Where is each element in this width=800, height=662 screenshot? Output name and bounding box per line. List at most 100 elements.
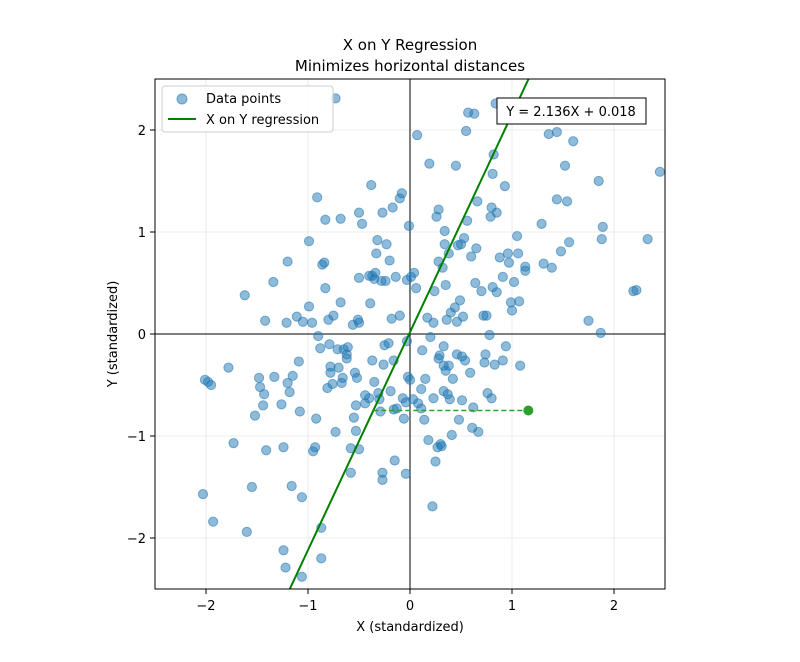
data-point: [383, 338, 394, 349]
data-point: [294, 406, 305, 417]
x-axis-label: X (standardized): [356, 620, 464, 635]
data-point: [404, 374, 416, 385]
data-point: [335, 297, 346, 308]
data-point: [416, 403, 427, 414]
chart-title: X on Y Regression: [343, 36, 477, 54]
data-point: [316, 553, 327, 564]
data-point: [494, 252, 505, 263]
x-tick-label: 0: [406, 599, 414, 614]
data-point: [596, 234, 607, 245]
annotation-text: Y = 2.136X + 0.018: [505, 105, 636, 120]
data-point: [315, 343, 326, 354]
data-point: [447, 373, 458, 384]
data-point: [390, 271, 401, 282]
data-point: [312, 192, 323, 203]
data-point: [559, 160, 571, 171]
data-point: [327, 378, 338, 390]
data-point: [506, 305, 518, 316]
data-point: [500, 341, 511, 352]
data-point: [281, 317, 292, 328]
legend: Data points X on Y regression: [161, 85, 334, 133]
data-point: [403, 220, 415, 231]
data-point: [372, 235, 383, 246]
data-point: [412, 130, 423, 141]
data-point: [536, 218, 547, 229]
data-point: [481, 310, 492, 321]
data-point: [377, 474, 388, 485]
y-tick-label: 1: [138, 226, 146, 241]
data-point: [551, 126, 562, 138]
data-point: [512, 230, 523, 242]
y-axis-label: Y (standardized): [106, 281, 121, 389]
data-point: [268, 276, 279, 288]
data-point: [280, 562, 291, 573]
data-point: [197, 489, 209, 500]
y-ticks: −2 −1 0 1 2: [127, 124, 155, 547]
data-point: [370, 267, 381, 278]
data-point: [472, 196, 483, 207]
data-point: [423, 434, 434, 446]
data-point: [476, 286, 487, 297]
data-point: [457, 311, 469, 322]
data-point: [377, 207, 388, 218]
data-point: [394, 310, 405, 321]
data-point: [333, 362, 344, 373]
data-point: [444, 394, 455, 405]
data-point: [473, 426, 484, 438]
data-point: [296, 492, 307, 503]
data-point: [439, 225, 450, 237]
data-point: [284, 387, 295, 398]
data-point: [458, 233, 470, 244]
data-point: [320, 283, 331, 294]
data-point: [484, 329, 495, 341]
data-point: [206, 379, 217, 391]
legend-label-data-points: Data points: [206, 92, 281, 107]
data-point: [341, 353, 352, 364]
data-point: [253, 372, 265, 383]
data-point: [258, 400, 269, 411]
data-point: [471, 243, 482, 254]
x-ticks: −2 −1 0 1 2: [196, 589, 618, 614]
data-point: [453, 414, 465, 425]
data-point: [424, 158, 435, 169]
data-point: [593, 175, 604, 187]
data-point: [380, 275, 391, 287]
data-point: [378, 359, 389, 370]
data-point: [515, 360, 526, 371]
data-point: [465, 367, 476, 378]
data-point: [398, 413, 409, 424]
data-point: [466, 251, 477, 262]
data-point: [508, 276, 520, 288]
legend-box: [161, 85, 334, 133]
data-point: [353, 317, 365, 328]
data-point: [568, 136, 579, 147]
data-point: [269, 371, 280, 382]
data-point: [469, 108, 480, 119]
data-point: [428, 393, 439, 404]
data-point: [425, 331, 436, 343]
legend-label-regression: X on Y regression: [206, 113, 319, 128]
data-point: [400, 468, 412, 479]
data-point: [287, 370, 298, 381]
data-point: [313, 330, 324, 342]
data-point: [306, 317, 318, 328]
data-point: [564, 237, 575, 248]
data-point: [503, 257, 515, 268]
data-point: [497, 355, 508, 366]
data-point: [208, 516, 219, 527]
data-point: [461, 125, 472, 137]
data-point: [513, 248, 524, 259]
data-point: [320, 214, 331, 225]
data-point: [345, 467, 356, 478]
highlight-layer: [373, 405, 534, 416]
data-point: [420, 373, 431, 384]
data-point: [246, 481, 257, 493]
data-point: [487, 168, 498, 179]
data-point: [546, 262, 557, 273]
data-point: [538, 258, 549, 269]
data-point: [351, 372, 363, 383]
data-point: [260, 315, 271, 326]
data-point: [443, 360, 454, 371]
